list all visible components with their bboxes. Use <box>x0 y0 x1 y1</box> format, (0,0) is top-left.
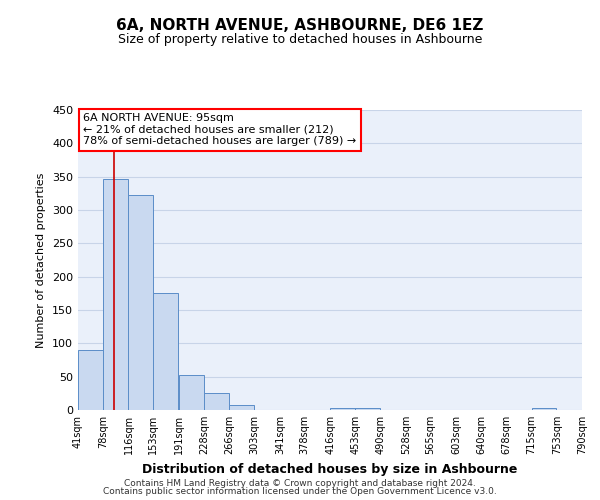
Text: 6A, NORTH AVENUE, ASHBOURNE, DE6 1EZ: 6A, NORTH AVENUE, ASHBOURNE, DE6 1EZ <box>116 18 484 32</box>
Bar <box>128 196 154 410</box>
Text: Size of property relative to detached houses in Ashbourne: Size of property relative to detached ho… <box>118 32 482 46</box>
Bar <box>331 408 355 410</box>
Text: Contains HM Land Registry data © Crown copyright and database right 2024.: Contains HM Land Registry data © Crown c… <box>124 478 476 488</box>
Text: Contains public sector information licensed under the Open Government Licence v3: Contains public sector information licen… <box>103 487 497 496</box>
Bar <box>154 294 178 410</box>
Bar <box>78 350 103 410</box>
Bar <box>532 408 556 410</box>
Bar <box>355 408 380 410</box>
Bar <box>229 404 254 410</box>
Y-axis label: Number of detached properties: Number of detached properties <box>37 172 46 348</box>
X-axis label: Distribution of detached houses by size in Ashbourne: Distribution of detached houses by size … <box>142 462 518 475</box>
Text: 6A NORTH AVENUE: 95sqm
← 21% of detached houses are smaller (212)
78% of semi-de: 6A NORTH AVENUE: 95sqm ← 21% of detached… <box>83 113 356 146</box>
Bar <box>179 374 204 410</box>
Bar <box>204 394 229 410</box>
Bar <box>103 178 128 410</box>
